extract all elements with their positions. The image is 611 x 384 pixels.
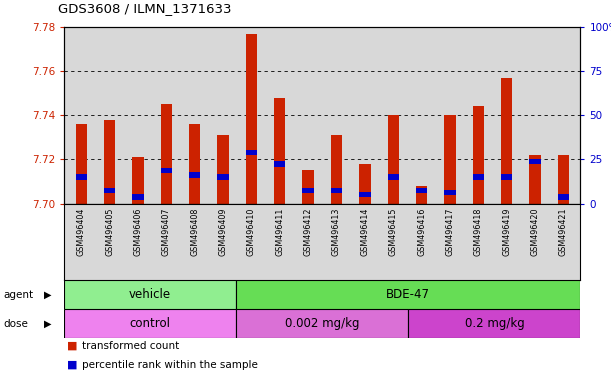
Text: vehicle: vehicle bbox=[129, 288, 171, 301]
Bar bbox=[161, 168, 172, 173]
Bar bbox=[387, 115, 399, 204]
Bar bbox=[501, 174, 513, 180]
Bar bbox=[387, 174, 399, 180]
Bar bbox=[132, 194, 144, 200]
Bar bbox=[76, 174, 87, 180]
Text: ■: ■ bbox=[67, 341, 78, 351]
Bar bbox=[246, 150, 257, 156]
Bar bbox=[529, 159, 541, 164]
Bar bbox=[359, 164, 370, 204]
Bar bbox=[416, 186, 427, 204]
Text: GSM496418: GSM496418 bbox=[474, 207, 483, 256]
Bar bbox=[189, 172, 200, 177]
Bar bbox=[416, 187, 427, 193]
Text: GSM496421: GSM496421 bbox=[559, 207, 568, 256]
Text: ▶: ▶ bbox=[44, 290, 51, 300]
Bar bbox=[501, 78, 513, 204]
Text: ■: ■ bbox=[67, 360, 78, 370]
Text: dose: dose bbox=[3, 318, 28, 329]
Bar bbox=[558, 155, 569, 204]
Bar bbox=[76, 124, 87, 204]
Text: GSM496415: GSM496415 bbox=[389, 207, 398, 256]
Text: GSM496411: GSM496411 bbox=[275, 207, 284, 256]
Text: GSM496414: GSM496414 bbox=[360, 207, 370, 256]
Bar bbox=[104, 187, 115, 193]
Bar bbox=[408, 309, 580, 338]
Text: GSM496420: GSM496420 bbox=[530, 207, 540, 256]
Text: transformed count: transformed count bbox=[82, 341, 180, 351]
Bar bbox=[473, 106, 484, 204]
Bar bbox=[359, 192, 370, 197]
Bar bbox=[302, 187, 314, 193]
Bar bbox=[104, 120, 115, 204]
Bar bbox=[331, 187, 342, 193]
Text: GDS3608 / ILMN_1371633: GDS3608 / ILMN_1371633 bbox=[58, 2, 232, 15]
Text: GSM496409: GSM496409 bbox=[219, 207, 227, 256]
Bar bbox=[444, 115, 456, 204]
Text: GSM496408: GSM496408 bbox=[190, 207, 199, 256]
Bar bbox=[64, 280, 236, 309]
Text: GSM496419: GSM496419 bbox=[502, 207, 511, 256]
Bar bbox=[529, 155, 541, 204]
Text: agent: agent bbox=[3, 290, 33, 300]
Bar bbox=[132, 157, 144, 204]
Bar bbox=[218, 135, 229, 204]
Bar bbox=[444, 190, 456, 195]
Bar bbox=[236, 309, 408, 338]
Bar bbox=[274, 161, 285, 167]
Text: GSM496406: GSM496406 bbox=[133, 207, 142, 256]
Bar bbox=[473, 174, 484, 180]
Text: 0.2 mg/kg: 0.2 mg/kg bbox=[464, 317, 524, 330]
Bar bbox=[236, 280, 580, 309]
Bar bbox=[331, 135, 342, 204]
Text: GSM496413: GSM496413 bbox=[332, 207, 341, 256]
Bar bbox=[161, 104, 172, 204]
Text: BDE-47: BDE-47 bbox=[386, 288, 430, 301]
Bar bbox=[558, 194, 569, 200]
Text: GSM496405: GSM496405 bbox=[105, 207, 114, 256]
Text: GSM496412: GSM496412 bbox=[304, 207, 313, 256]
Text: control: control bbox=[130, 317, 170, 330]
Text: ▶: ▶ bbox=[44, 318, 51, 329]
Bar bbox=[246, 33, 257, 204]
Text: GSM496416: GSM496416 bbox=[417, 207, 426, 256]
Bar bbox=[64, 309, 236, 338]
Text: GSM496404: GSM496404 bbox=[76, 207, 86, 256]
Bar bbox=[274, 98, 285, 204]
Text: GSM496410: GSM496410 bbox=[247, 207, 256, 256]
Text: 0.002 mg/kg: 0.002 mg/kg bbox=[285, 317, 359, 330]
Bar bbox=[189, 124, 200, 204]
Text: GSM496417: GSM496417 bbox=[445, 207, 455, 256]
Bar bbox=[218, 174, 229, 180]
Text: GSM496407: GSM496407 bbox=[162, 207, 171, 256]
Text: percentile rank within the sample: percentile rank within the sample bbox=[82, 360, 258, 370]
Bar bbox=[302, 170, 314, 204]
